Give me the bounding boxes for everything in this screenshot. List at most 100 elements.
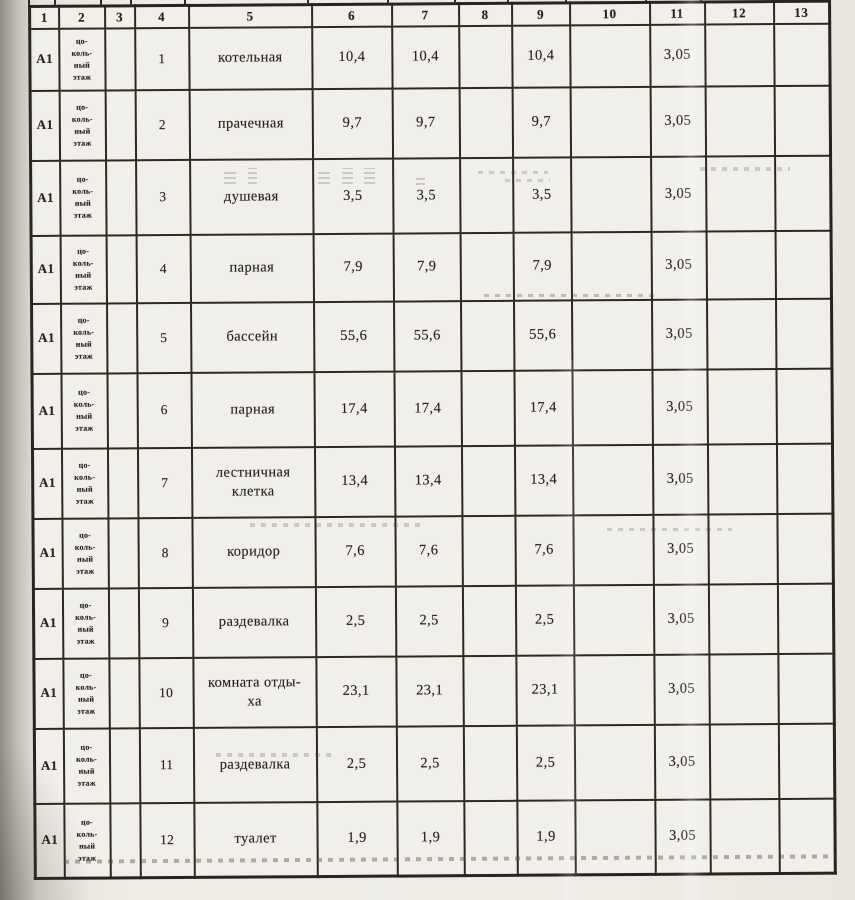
cell-r6-c1: А1 <box>31 373 62 449</box>
cell-r12-c7: 1,9 <box>396 800 465 877</box>
cell-r8-c4: 8 <box>137 517 193 588</box>
cell-r12-c13 <box>778 798 836 874</box>
grid-line-stub <box>644 0 648 1</box>
cell-r11-c3 <box>109 727 140 803</box>
cell-r7-c13 <box>776 443 833 514</box>
cell-r7-c1: А1 <box>32 448 62 519</box>
cell-r2-c7: 9,7 <box>392 87 460 159</box>
cell-r10-c7: 23,1 <box>395 655 464 727</box>
column-header-12: 12 <box>704 1 774 25</box>
table-row-1: А1 цо- коль- ный этаж 1 котельная 10,4 10,4 10… <box>29 23 831 91</box>
cell-r10-c6: 23,1 <box>315 656 397 727</box>
cell-r7-c4: 7 <box>137 447 192 518</box>
cell-r7-c12 <box>707 443 777 515</box>
cell-r11-c10 <box>574 724 655 800</box>
column-header-3: 3 <box>104 5 135 28</box>
cell-r11-c7: 2,5 <box>396 725 464 802</box>
cell-r7-c2: цо- коль- ный этаж <box>61 447 108 519</box>
cell-r10-c10 <box>573 654 655 725</box>
cell-r2-c3 <box>105 89 136 160</box>
cell-r8-c2: цо- коль- ный этаж <box>61 517 109 589</box>
grid-line-stub <box>53 0 57 5</box>
cell-r11-c6: 2,5 <box>316 726 397 802</box>
paper-crease <box>556 360 582 900</box>
column-header-13: 13 <box>773 1 830 24</box>
cell-r4-c8 <box>460 232 514 301</box>
scanner-shadow <box>0 0 36 900</box>
cell-r8-c8 <box>461 515 516 586</box>
grid-line-stub <box>306 0 310 4</box>
cell-r10-c4: 10 <box>138 657 194 728</box>
cell-r3-c7: 3,5 <box>392 157 461 234</box>
cell-r9-c12 <box>708 583 778 654</box>
cell-r2-c13 <box>774 85 831 156</box>
cell-r6-c4: 6 <box>136 372 192 448</box>
cell-r4-c4: 4 <box>136 234 191 303</box>
cell-r9-c7: 2,5 <box>395 585 463 657</box>
cell-r7-c7: 13,4 <box>394 445 462 517</box>
cell-r2-c6: 9,7 <box>312 88 393 159</box>
cell-r12-c5: туалет <box>193 801 318 878</box>
cell-r1-c8 <box>458 25 513 88</box>
cell-r11-c8 <box>463 725 517 801</box>
cell-r6-c3 <box>106 372 138 448</box>
cell-r12-c4: 12 <box>139 802 195 878</box>
page-edge-shadow <box>0 740 90 900</box>
bleedthrough-mark <box>248 168 257 184</box>
cell-r10-c2: цо- коль- ный этаж <box>62 657 110 729</box>
cell-r9-c10 <box>573 584 654 655</box>
cell-r5-c12 <box>706 298 776 370</box>
cell-r6-c7: 17,4 <box>393 370 462 447</box>
bleedthrough-mark <box>478 171 548 174</box>
column-header-10: 10 <box>569 2 650 25</box>
bleedthrough-mark <box>505 179 550 182</box>
cell-r3-c3 <box>105 159 137 235</box>
cell-r1-c12 <box>704 23 775 87</box>
cell-r9-c4: 9 <box>138 587 193 658</box>
table-row-9: А1 цо- коль- ный этаж 9 раздевалка 2,5 2,5 2,5… <box>33 583 834 659</box>
column-header-7: 7 <box>391 3 459 27</box>
cell-r11-c4: 11 <box>139 727 194 803</box>
cell-r5-c7: 55,6 <box>393 300 461 372</box>
cell-r9-c8 <box>462 585 516 656</box>
cell-r8-c12 <box>707 513 778 585</box>
grid-line-stub <box>386 0 390 3</box>
cell-r6-c6: 17,4 <box>313 371 395 447</box>
cell-r1-c7: 10,4 <box>391 25 460 89</box>
cell-r4-c10 <box>571 231 652 300</box>
bleedthrough-mark <box>484 294 659 297</box>
grid-line-stub <box>564 0 568 2</box>
cell-r7-c10 <box>572 444 653 515</box>
cell-r7-c8 <box>461 445 515 516</box>
cell-r4-c3 <box>106 234 137 303</box>
cell-r9-c3 <box>108 587 139 658</box>
cell-r5-c13 <box>775 298 832 369</box>
cell-r1-c5: котельная <box>188 26 313 90</box>
cell-r12-c3 <box>109 802 141 878</box>
cell-r8-c1: А1 <box>32 518 63 589</box>
grid-line-stub <box>99 0 103 5</box>
cell-r10-c12 <box>708 653 779 724</box>
cell-r1-c3 <box>104 27 136 90</box>
cell-r7-c5: лестничная клетка <box>191 446 315 518</box>
cell-r8-c3 <box>107 517 139 588</box>
cell-r6-c12 <box>706 368 777 445</box>
cell-r5-c5: бассейн <box>190 301 314 373</box>
cell-r12-c10 <box>574 799 656 875</box>
cell-r12-c6: 1,9 <box>316 801 398 877</box>
grid-line-stub <box>129 0 133 5</box>
column-header-6: 6 <box>311 4 392 27</box>
cell-r6-c10 <box>571 369 653 445</box>
cell-r2-c4: 2 <box>135 89 190 160</box>
cell-r6-c5: парная <box>190 371 315 448</box>
table-row-7: А1 цо- коль- ный этаж 7 лестничная клетка 13… <box>32 443 833 519</box>
cell-r7-c6: 13,4 <box>314 446 395 517</box>
cell-r11-c12 <box>709 723 779 799</box>
